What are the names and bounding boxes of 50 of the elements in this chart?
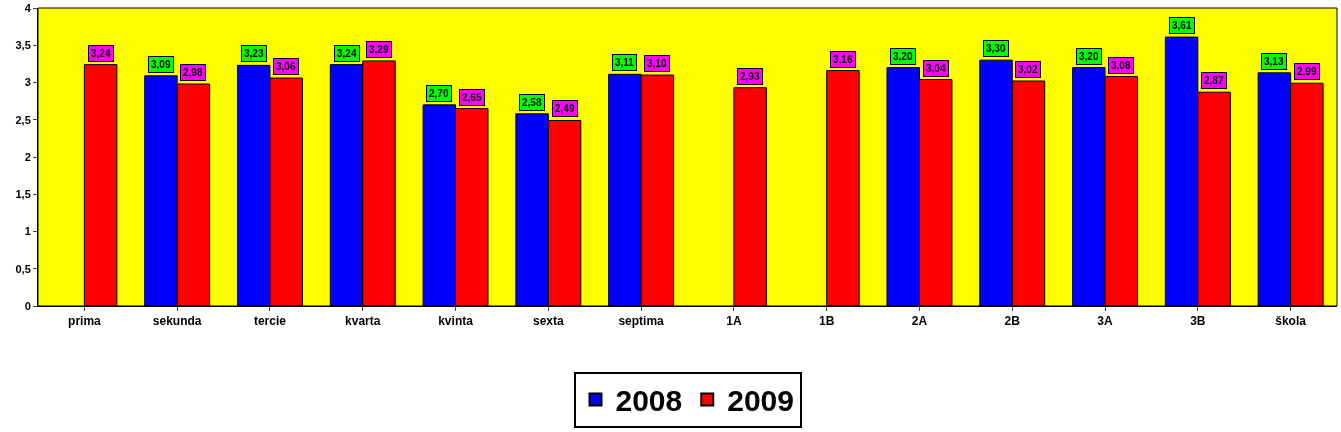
data-label: 2,65 xyxy=(462,92,482,103)
data-label: 3,13 xyxy=(1264,56,1284,67)
data-label: 3,09 xyxy=(151,59,171,70)
y-tick-label: 0,5 xyxy=(15,262,31,275)
data-label: 2,58 xyxy=(522,97,542,108)
y-tick-label: 4 xyxy=(24,1,32,14)
data-label: 3,29 xyxy=(369,44,389,55)
y-tick-label: 3,5 xyxy=(15,39,31,52)
x-tick-label: 2A xyxy=(911,314,928,329)
data-label: 3,02 xyxy=(1018,64,1038,75)
x-tick-label: kvarta xyxy=(345,314,381,329)
data-label: 3,30 xyxy=(986,43,1006,54)
y-tick-label: 2 xyxy=(24,150,31,163)
x-tick-label: 3B xyxy=(1190,314,1206,329)
x-tick-label: 3A xyxy=(1097,314,1114,329)
x-tick-label: septima xyxy=(618,314,665,329)
data-label: 2,98 xyxy=(183,67,203,78)
data-label: 2,99 xyxy=(1297,66,1317,77)
x-tick-label: škola xyxy=(1275,314,1307,329)
y-tick-label: 3 xyxy=(24,76,31,89)
x-tick-label: sexta xyxy=(532,314,564,329)
data-label: 3,24 xyxy=(337,48,357,59)
x-tick-label: sekunda xyxy=(152,314,202,329)
data-label: 3,16 xyxy=(833,54,853,65)
data-label: 3,61 xyxy=(1172,20,1192,31)
data-label: 3,04 xyxy=(926,63,946,74)
data-label: 2,87 xyxy=(1204,75,1224,86)
data-label: 3,20 xyxy=(1079,51,1099,62)
data-label: 3,20 xyxy=(893,51,913,62)
y-tick-label: 1 xyxy=(24,225,31,238)
x-tick-label: prima xyxy=(68,314,102,329)
data-label: 3,11 xyxy=(615,57,635,68)
data-label: 3,06 xyxy=(276,61,296,72)
y-tick-label: 1,5 xyxy=(15,188,31,201)
x-tick-label: kvinta xyxy=(438,314,474,329)
data-label: 3,08 xyxy=(1111,60,1131,71)
data-label: 3,10 xyxy=(647,58,667,69)
data-label: 3,23 xyxy=(244,48,264,59)
data-label: 2,49 xyxy=(555,103,575,114)
x-tick-label: tercie xyxy=(253,314,287,329)
y-tick-label: 2,5 xyxy=(15,113,31,126)
x-tick-label: 1B xyxy=(819,314,835,329)
y-tick-label: 0 xyxy=(24,299,31,312)
x-tick-label: 2B xyxy=(1004,314,1021,329)
legend-label: 2009 xyxy=(727,384,794,418)
data-label: 3,24 xyxy=(91,48,111,59)
data-label: 2,93 xyxy=(740,71,760,82)
data-label: 2,70 xyxy=(429,88,449,99)
legend-label: 2008 xyxy=(615,384,683,418)
x-tick-label: 1A xyxy=(726,314,742,329)
